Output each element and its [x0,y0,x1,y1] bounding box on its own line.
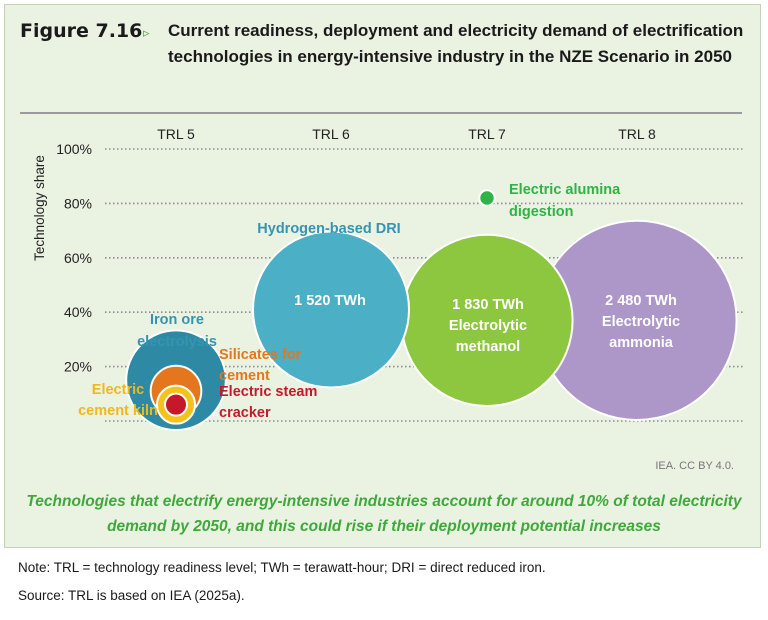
x-category-label: TRL 6 [312,126,350,142]
data-label: Electric [92,382,144,398]
data-label: Electrolytic [602,314,680,330]
y-tick-label: 60% [64,250,92,266]
data-label: Electrolytic [449,318,527,334]
data-label: Hydrogen-based DRI [257,221,400,237]
figure-label: Figure 7.16 [20,20,143,42]
y-axis-label: Technology share [32,155,47,261]
x-category-label: TRL 7 [468,126,506,142]
data-label: electrolysis [137,334,217,350]
data-label: cement [219,368,270,384]
note-text: Note: TRL = technology readiness level; … [18,560,546,575]
data-label: 1 830 TWh [452,297,524,313]
data-label: Silicates for [219,347,302,363]
data-label: methanol [456,339,520,355]
y-tick-label: 100% [56,141,92,157]
data-label: cracker [219,405,271,421]
triangle-arrow-icon: ▹ [143,25,150,40]
y-tick-label: 20% [64,359,92,375]
bubble-chart: 20% 40% 60% 80% 100% Technology share TRL 5 TRL… [32,126,745,432]
data-label: digestion [509,204,573,220]
y-tick-label: 80% [64,195,92,211]
data-label: ammonia [609,335,674,351]
title-divider [20,112,742,114]
x-category-label: TRL 5 [157,126,195,142]
data-label: Electric steam [219,384,317,400]
figure-title: Current readiness, deployment and electr… [168,21,744,66]
x-category-label: TRL 8 [618,126,656,142]
bubble-electric-alumina-digestion [478,189,496,207]
figure-caption: Technologies that electrify energy-inten… [26,493,742,535]
license-credit: IEA. CC BY 4.0. [655,460,734,472]
data-label: 1 520 TWh [294,293,366,309]
data-label: cement kiln [78,403,158,419]
data-label: Iron ore [150,312,204,328]
data-label: Electric alumina [509,182,621,198]
y-tick-label: 40% [64,304,92,320]
data-label: 2 480 TWh [605,293,677,309]
bubble-electric-steam-cracker [164,392,188,417]
bubble-hydrogen-based-dri [252,230,410,389]
source-text: Source: TRL is based on IEA (2025a). [18,588,245,603]
